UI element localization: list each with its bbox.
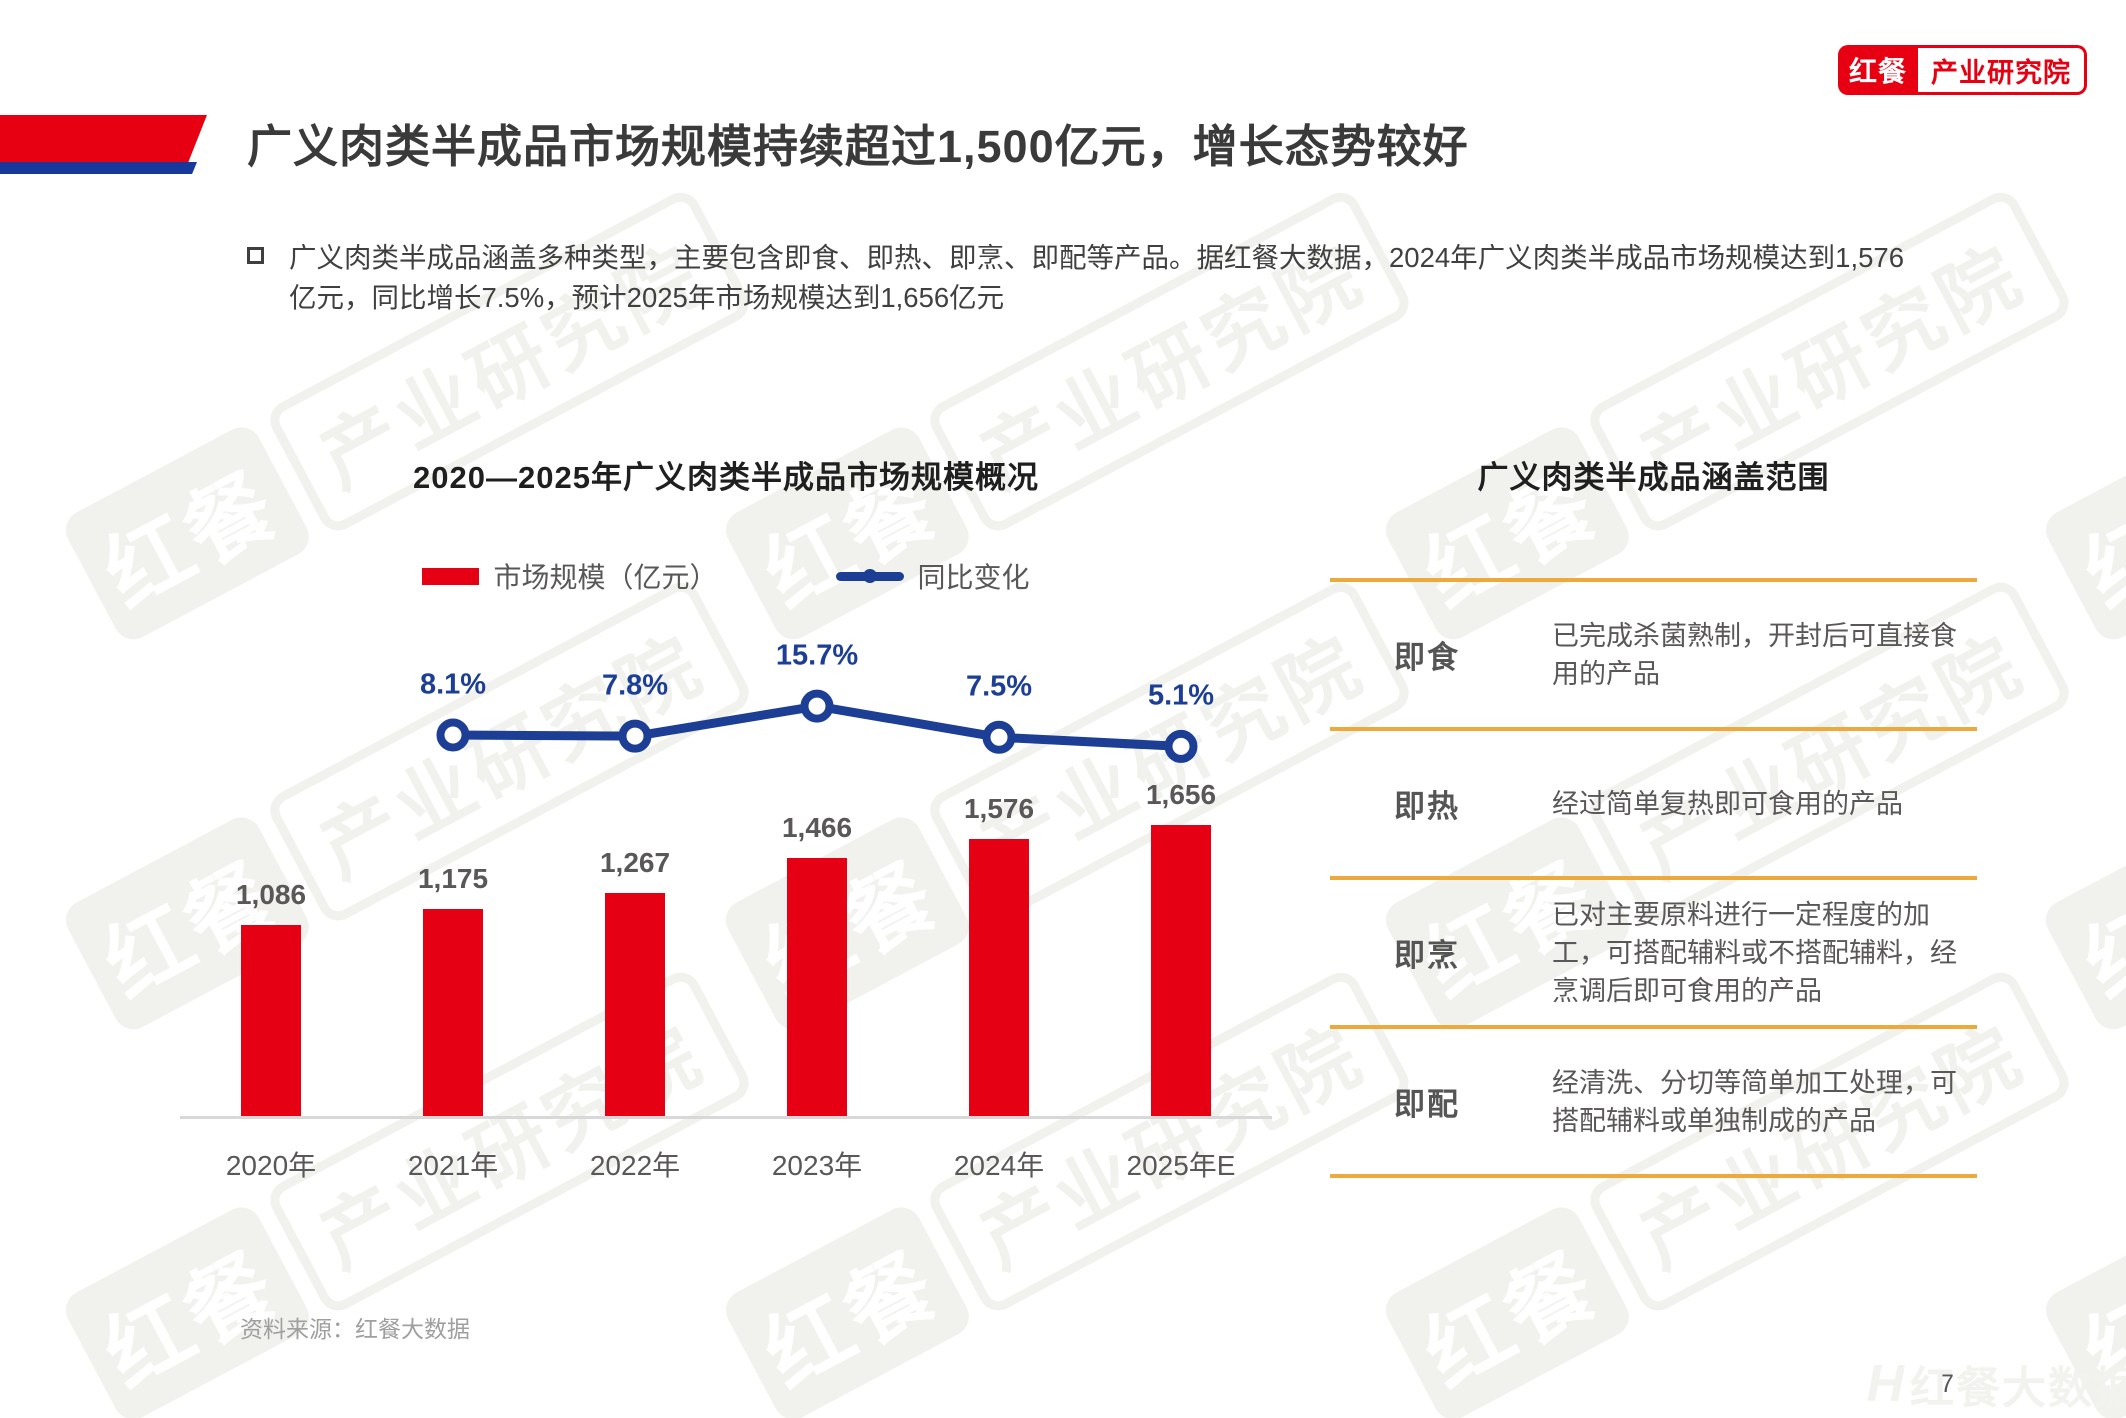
coverage-desc: 经过简单复热即可食用的产品 bbox=[1552, 788, 1903, 819]
corner-watermark-text: 红餐大数据 bbox=[1910, 1364, 2126, 1413]
chart-title: 2020—2025年广义肉类半成品市场规模概况 bbox=[413, 460, 1039, 495]
chart-legend: 市场规模（亿元） 同比变化 bbox=[180, 556, 1272, 596]
bar-2022年 bbox=[605, 893, 665, 1116]
bar-swatch-icon bbox=[422, 567, 480, 585]
legend-label-yoy-change: 同比变化 bbox=[917, 562, 1030, 593]
pct-data-label: 7.8% bbox=[601, 669, 669, 702]
title-ribbon-red bbox=[0, 115, 207, 162]
pct-data-label: 7.5% bbox=[965, 670, 1033, 703]
x-axis-label: 2022年 bbox=[589, 1150, 681, 1181]
legend-item-market-size: 市场规模（亿元） bbox=[422, 556, 718, 596]
pct-data-label: 15.7% bbox=[775, 639, 859, 672]
square-bullet-icon bbox=[247, 247, 264, 264]
yoy-growth-line bbox=[436, 689, 1198, 763]
legend-item-yoy-change: 同比变化 bbox=[835, 556, 1030, 596]
coverage-desc: 已完成杀菌熟制，开封后可直接食用的产品 bbox=[1552, 620, 1957, 689]
line-marker-icon bbox=[436, 718, 470, 752]
line-marker-icon bbox=[982, 720, 1016, 754]
table-row: 即烹 已对主要原料进行一定程度的加工，可搭配辅料或不搭配辅料，经烹调后即可食用的… bbox=[1330, 876, 1977, 1025]
coverage-desc: 已对主要原料进行一定程度的加工，可搭配辅料或不搭配辅料，经烹调后即可食用的产品 bbox=[1552, 899, 1957, 1006]
page-number: 7 bbox=[1940, 1370, 1954, 1398]
brand-logo-secondary: 产业研究院 bbox=[1918, 45, 2088, 95]
bar-2025年E bbox=[1151, 825, 1211, 1116]
page-title: 广义肉类半成品市场规模持续超过1,500亿元，增长态势较好 bbox=[247, 121, 1469, 172]
line-marker-swatch-icon bbox=[835, 569, 904, 583]
brand-logo-primary: 红餐 bbox=[1838, 45, 1919, 95]
table-row: 即食 已完成杀菌熟制，开封后可直接食用的产品 bbox=[1330, 578, 1977, 727]
x-axis-label: 2020年 bbox=[225, 1150, 317, 1181]
x-axis-label: 2024年 bbox=[953, 1150, 1045, 1181]
table-row: 即配 经清洗、分切等简单加工处理，可搭配辅料或单独制成的产品 bbox=[1330, 1025, 1977, 1174]
bar-2021年 bbox=[423, 909, 483, 1116]
line-dot-icon bbox=[862, 569, 877, 583]
coverage-term: 即食 bbox=[1394, 640, 1460, 675]
coverage-desc: 经清洗、分切等简单加工处理，可搭配辅料或单独制成的产品 bbox=[1552, 1067, 1957, 1136]
coverage-panel-title: 广义肉类半成品涵盖范围 bbox=[1477, 460, 1830, 495]
bar-value-label: 1,175 bbox=[417, 863, 489, 894]
plot-area: 1,086 2020年 1,175 2021年 1,267 2022年 1,466 2023年… bbox=[180, 639, 1272, 1181]
line-marker-icon bbox=[618, 719, 652, 753]
legend-label-market-size: 市场规模（亿元） bbox=[493, 562, 718, 593]
line-marker-icon bbox=[1164, 729, 1198, 763]
corner-watermark: H 红餐大数据 bbox=[1866, 1352, 2126, 1416]
bar-value-label: 1,267 bbox=[599, 847, 671, 878]
pct-data-label: 8.1% bbox=[419, 668, 487, 701]
title-ribbon-blue bbox=[0, 162, 197, 174]
bar-value-label: 1,656 bbox=[1145, 779, 1217, 810]
intro-block: 广义肉类半成品涵盖多种类型，主要包含即食、即热、即烹、即配等产品。据红餐大数据，… bbox=[247, 238, 1927, 318]
coverage-term: 即烹 bbox=[1394, 938, 1460, 973]
source-note: 资料来源：红餐大数据 bbox=[240, 1316, 470, 1342]
bar-2024年 bbox=[969, 839, 1029, 1116]
corner-watermark-logo-icon: H bbox=[1866, 1355, 1904, 1413]
pct-data-label: 5.1% bbox=[1147, 679, 1215, 712]
x-axis-label: 2021年 bbox=[407, 1150, 499, 1181]
x-axis-label: 2025年E bbox=[1126, 1150, 1236, 1181]
table-row: 即热 经过简单复热即可食用的产品 bbox=[1330, 727, 1977, 876]
x-axis-label: 2023年 bbox=[771, 1150, 863, 1181]
coverage-term: 即热 bbox=[1394, 789, 1460, 824]
intro-text: 广义肉类半成品涵盖多种类型，主要包含即食、即热、即烹、即配等产品。据红餐大数据，… bbox=[289, 242, 1904, 313]
coverage-term: 即配 bbox=[1394, 1087, 1460, 1122]
coverage-table: 即食 已完成杀菌熟制，开封后可直接食用的产品 即热 经过简单复热即可食用的产品 … bbox=[1330, 578, 1977, 1178]
brand-logo: 红餐 产业研究院 bbox=[1838, 45, 2088, 95]
bar-value-label: 1,576 bbox=[963, 793, 1035, 824]
line-marker-icon bbox=[800, 689, 834, 723]
